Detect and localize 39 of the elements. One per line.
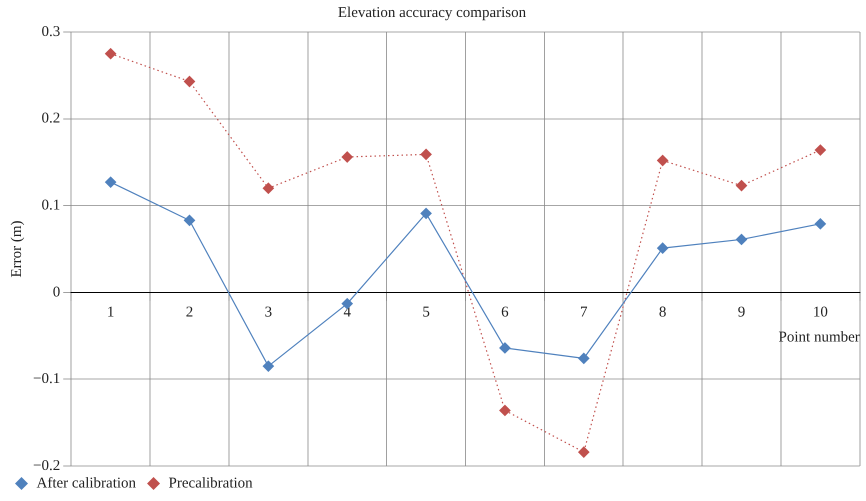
legend-label: Precalibration: [168, 475, 254, 492]
y-tick-label: −0.2: [32, 458, 60, 474]
point: [499, 342, 511, 354]
point: [736, 180, 748, 192]
point: [814, 144, 826, 156]
x-axis-title: Point number: [778, 329, 860, 346]
x-tick-label: 3: [264, 304, 272, 320]
point: [105, 176, 116, 188]
y-tick-label: 0.3: [41, 24, 60, 40]
x-tick-label: 7: [580, 304, 588, 320]
chart-title: Elevation accuracy comparison: [338, 4, 527, 21]
point: [105, 48, 116, 60]
point: [657, 242, 668, 254]
point: [184, 76, 196, 88]
x-tick-label: 10: [812, 304, 828, 320]
x-tick-label: 9: [738, 304, 746, 320]
x-tick-label: 6: [501, 304, 510, 320]
point: [578, 352, 590, 364]
y-tick-label: 0: [52, 284, 60, 300]
point: [420, 148, 432, 160]
y-axis-title: Error (m): [8, 220, 25, 278]
point: [262, 360, 274, 372]
point: [342, 151, 353, 163]
y-tick-label: −0.1: [32, 371, 60, 388]
legend-label: After calibration: [36, 475, 137, 492]
x-tick-label: 5: [422, 304, 430, 320]
y-tick-label: 0.2: [41, 110, 60, 127]
point: [420, 208, 432, 220]
x-tick-label: 8: [658, 304, 666, 320]
x-tick-label: 1: [106, 304, 114, 320]
point: [814, 218, 826, 230]
point: [657, 154, 668, 166]
point: [184, 214, 196, 226]
y-tick-label: 0.1: [41, 198, 60, 214]
point: [262, 182, 274, 194]
point: [499, 404, 511, 416]
x-tick-label: 2: [186, 304, 194, 320]
point: [736, 234, 748, 246]
point: [578, 446, 590, 458]
